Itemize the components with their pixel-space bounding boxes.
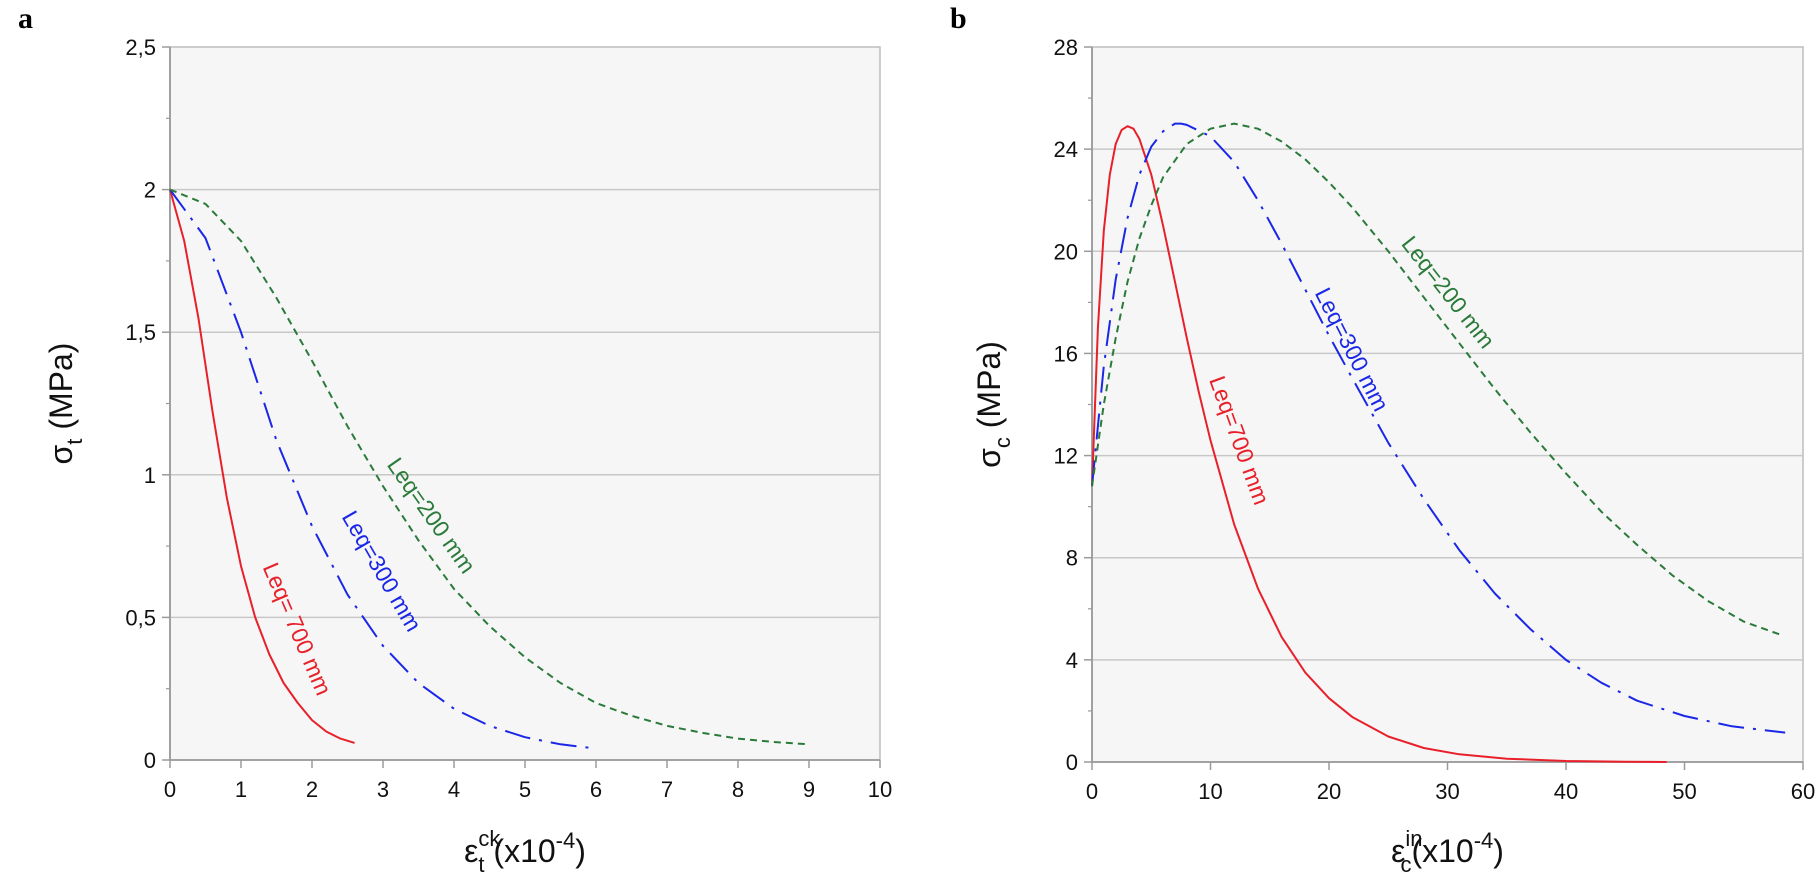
x-tick-label: 3	[377, 777, 389, 802]
y-tick-label: 4	[1066, 648, 1078, 673]
y-axis-title: σt (MPa)	[43, 343, 87, 465]
y-tick-label: 1	[144, 463, 156, 488]
series-line-2	[1091, 122, 1786, 734]
series-line-1	[1091, 125, 1667, 763]
y-tick-label: 24	[1054, 137, 1078, 162]
y-tick-label: 28	[1054, 35, 1078, 60]
series-line-1	[169, 189, 355, 744]
series-line-3	[169, 188, 810, 746]
y-axis-title: σc (MPa)	[971, 341, 1015, 468]
x-tick-label: 20	[1317, 779, 1341, 804]
panel-b-letter: b	[950, 2, 967, 35]
panel-a-letter: a	[18, 2, 33, 35]
x-tick-label: 9	[803, 777, 815, 802]
x-tick-label: 4	[448, 777, 460, 802]
plot-area	[169, 46, 881, 761]
y-tick-label: 2	[144, 178, 156, 203]
x-tick-label: 0	[164, 777, 176, 802]
x-tick-label: 50	[1672, 779, 1696, 804]
x-tick-label: 30	[1435, 779, 1459, 804]
x-axis-title: εck t (x10-4)	[464, 826, 586, 877]
x-tick-label: 0	[1086, 779, 1098, 804]
x-tick-label: 8	[732, 777, 744, 802]
y-tick-label: 1,5	[125, 320, 156, 345]
y-tick-label: 2,5	[125, 35, 156, 60]
x-tick-label: 40	[1554, 779, 1578, 804]
x-tick-label: 6	[590, 777, 602, 802]
y-tick-label: 8	[1066, 546, 1078, 571]
series-line-2	[169, 189, 597, 750]
y-tick-label: 0	[1066, 750, 1078, 775]
plot-area	[1091, 46, 1804, 763]
x-tick-label: 10	[868, 777, 892, 802]
x-tick-label: 10	[1198, 779, 1222, 804]
y-tick-label: 0	[144, 748, 156, 773]
series-line-3	[1091, 122, 1780, 636]
y-tick-label: 0,5	[125, 605, 156, 630]
x-tick-label: 7	[661, 777, 673, 802]
x-tick-label: 5	[519, 777, 531, 802]
y-tick-label: 12	[1054, 444, 1078, 469]
x-tick-label: 2	[306, 777, 318, 802]
y-tick-label: 20	[1054, 239, 1078, 264]
x-tick-label: 60	[1791, 779, 1815, 804]
x-axis-title: εin c(x10-4)	[1391, 826, 1504, 877]
x-tick-label: 1	[235, 777, 247, 802]
y-tick-label: 16	[1054, 341, 1078, 366]
